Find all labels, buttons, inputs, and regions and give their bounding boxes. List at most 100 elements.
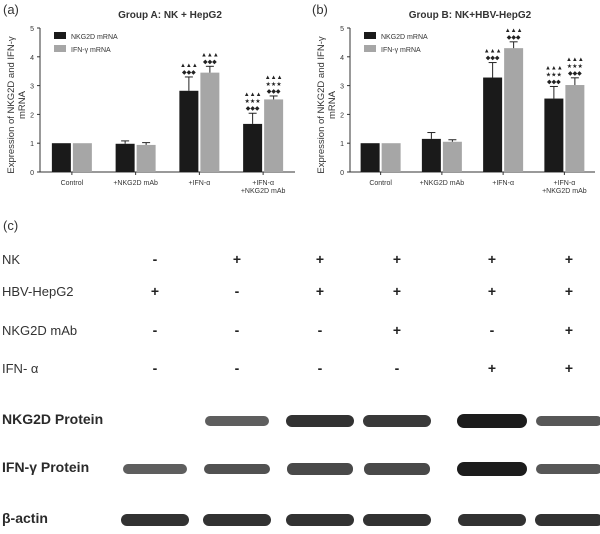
x-tick-label: +NKG2D mAb <box>542 188 587 195</box>
condition-sign: - <box>489 322 495 338</box>
significance-marker: ▲▲▲ <box>484 49 502 55</box>
x-tick-label: Control <box>369 180 392 187</box>
protein-band <box>536 415 600 427</box>
protein-band <box>122 464 188 474</box>
legend-swatch <box>364 32 376 39</box>
bar <box>381 143 401 172</box>
condition-sign: - <box>234 283 240 299</box>
significance-marker: ◆◆◆ <box>203 59 217 65</box>
condition-label: NK <box>2 252 21 267</box>
condition-sign: - <box>234 322 240 338</box>
condition-sign: - <box>152 360 158 376</box>
bar <box>264 99 284 172</box>
legend-swatch <box>364 45 376 52</box>
condition-sign: + <box>564 283 574 299</box>
x-tick-label: +IFN-α <box>554 180 576 187</box>
x-tick-label: +IFN-α <box>492 180 514 187</box>
condition-sign: + <box>487 251 497 267</box>
significance-marker: ★★★ <box>567 63 583 70</box>
protein-label: IFN-γ Protein <box>2 459 90 475</box>
bar <box>243 123 263 172</box>
condition-sign: + <box>392 322 402 338</box>
significance-marker: ▲▲▲ <box>566 57 584 63</box>
significance-marker: ▲▲▲ <box>265 75 283 81</box>
panel-b-tag: (b) <box>312 2 328 17</box>
protein-band <box>204 416 270 426</box>
significance-marker: ▲▲▲ <box>244 92 262 98</box>
bar <box>115 143 135 172</box>
condition-sign: + <box>315 251 325 267</box>
protein-band <box>536 463 600 475</box>
bar <box>442 141 462 172</box>
panel-a-tag: (a) <box>3 2 19 17</box>
y-axis-label: Expression of NKG2D and IFN-γ <box>316 36 327 174</box>
significance-marker: ▲▲▲ <box>505 28 523 34</box>
condition-label: IFN- α <box>2 361 39 376</box>
condition-sign: - <box>317 360 323 376</box>
protein-band <box>285 414 355 428</box>
significance-marker: ◆◆◆ <box>182 70 196 76</box>
y-tick-label: 4 <box>340 55 344 62</box>
y-axis-label: Expression of NKG2D and IFN-γ <box>6 36 17 174</box>
legend-swatch <box>54 32 66 39</box>
condition-sign: - <box>317 322 323 338</box>
y-tick-label: 3 <box>30 84 34 91</box>
condition-sign: + <box>392 283 402 299</box>
y-tick-label: 5 <box>30 26 34 33</box>
panel-c-tag: (c) <box>3 218 19 233</box>
condition-sign: - <box>152 251 158 267</box>
x-tick-label: +IFN-α <box>189 180 211 187</box>
condition-sign: + <box>392 251 402 267</box>
y-tick-label: 0 <box>340 170 344 177</box>
condition-sign: + <box>487 283 497 299</box>
protein-band <box>202 513 272 527</box>
significance-marker: ◆◆◆ <box>507 35 521 41</box>
y-tick-label: 4 <box>30 55 34 62</box>
significance-marker: ▲▲▲ <box>201 52 219 58</box>
legend-label: IFN-γ mRNA <box>381 47 421 54</box>
significance-marker: ◆◆◆ <box>246 106 260 112</box>
bar <box>483 77 503 172</box>
significance-marker: ★★★ <box>266 81 282 88</box>
protein-band <box>363 463 431 475</box>
y-tick-label: 0 <box>30 170 34 177</box>
y-tick-label: 3 <box>340 84 344 91</box>
y-axis-label-line2: mRNA <box>327 90 338 119</box>
protein-band <box>457 513 527 527</box>
chart-title: Group B: NK+HBV-HepG2 <box>409 10 532 21</box>
y-tick-label: 1 <box>30 141 34 148</box>
condition-sign: + <box>564 322 574 338</box>
significance-marker: ◆◆◆ <box>486 56 500 62</box>
bar <box>565 85 585 172</box>
y-axis-label-line2: mRNA <box>17 90 28 119</box>
x-tick-label: +NKG2D mAb <box>113 180 158 187</box>
protein-label: NKG2D Protein <box>2 411 104 427</box>
bar <box>421 138 441 172</box>
condition-sign: + <box>315 283 325 299</box>
protein-band <box>457 462 527 476</box>
y-tick-label: 1 <box>340 141 344 148</box>
protein-band <box>534 513 600 527</box>
x-tick-label: +NKG2D mAb <box>420 180 465 187</box>
condition-sign: + <box>150 283 160 299</box>
bar <box>136 144 156 172</box>
protein-band <box>457 414 527 428</box>
y-tick-label: 2 <box>340 112 344 119</box>
protein-band <box>363 414 431 428</box>
protein-band <box>362 513 432 527</box>
legend-swatch <box>54 45 66 52</box>
bar-charts-svg: Group A: NK + HepG2 Expression of NKG2D a… <box>6 10 595 195</box>
bar <box>544 98 564 172</box>
significance-marker: ★★★ <box>245 98 261 105</box>
bar <box>179 90 199 172</box>
bar <box>72 143 92 172</box>
protein-band <box>285 513 355 527</box>
legend-label: NKG2D mRNA <box>381 34 428 41</box>
legend-label: NKG2D mRNA <box>71 34 118 41</box>
protein-band <box>286 463 354 475</box>
significance-marker: ◆◆◆ <box>568 71 582 77</box>
bar <box>200 72 220 172</box>
condition-sign: + <box>232 251 242 267</box>
condition-label: HBV-HepG2 <box>2 284 74 299</box>
protein-band <box>204 463 270 475</box>
